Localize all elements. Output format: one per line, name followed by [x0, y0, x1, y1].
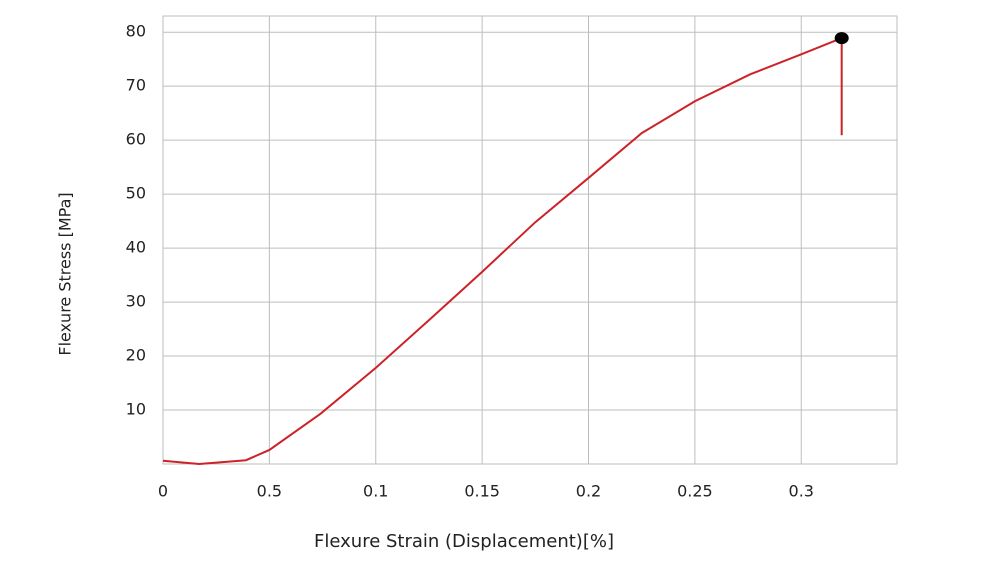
y-tick-label: 80	[126, 22, 146, 41]
x-tick-label: 0.5	[257, 482, 282, 501]
x-axis-label: Flexure Strain (Displacement)[%]	[314, 531, 614, 552]
plot-frame	[162, 15, 898, 465]
data-line	[162, 36, 843, 466]
x-tick-label: 0	[158, 482, 168, 501]
y-tick-label: 70	[126, 76, 146, 95]
x-tick-label: 0.2	[576, 482, 601, 501]
x-tick-label: 0.1	[363, 482, 388, 501]
x-tick-label: 0.3	[789, 482, 814, 501]
y-tick-label: 10	[126, 400, 146, 419]
y-tick-label: 40	[126, 238, 146, 257]
x-tick-label: 0.25	[677, 482, 713, 501]
y-tick-label: 20	[126, 346, 146, 365]
y-tick-label: 60	[126, 130, 146, 149]
y-tick-label: 30	[126, 292, 146, 311]
y-axis-label: Flexure Stress [MPa]	[56, 192, 75, 355]
y-tick-label: 50	[126, 184, 146, 203]
peak-marker	[834, 32, 849, 45]
x-tick-label: 0.15	[464, 482, 500, 501]
